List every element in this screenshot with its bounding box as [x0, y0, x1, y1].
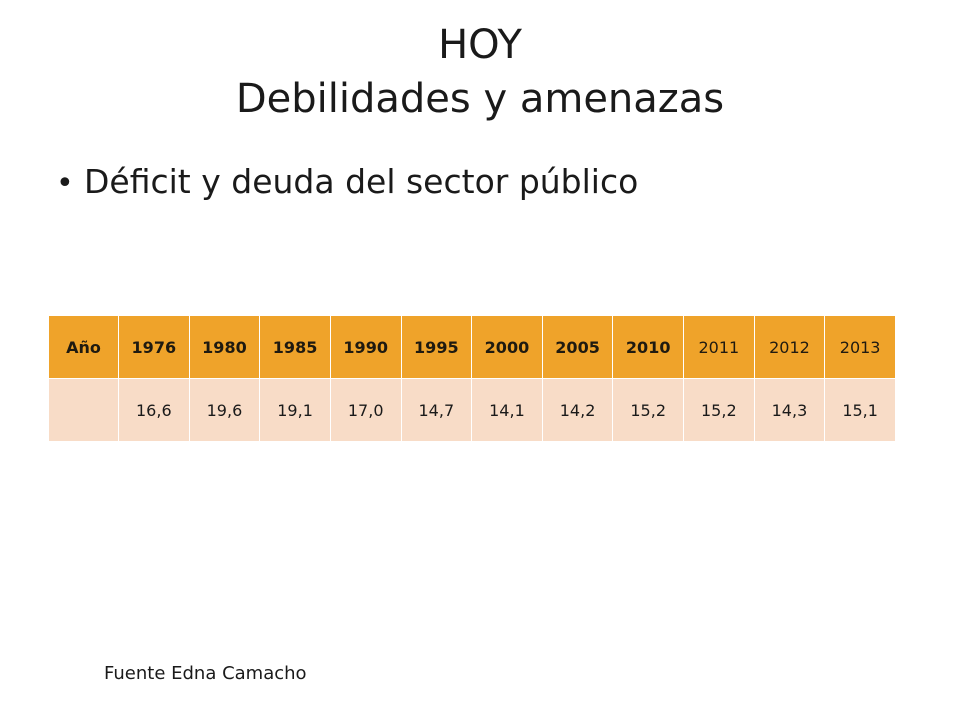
title-line-2: Debilidades y amenazas — [235, 76, 725, 122]
value-cell: 16,6 — [118, 378, 190, 442]
value-cell: 15,2 — [612, 378, 684, 442]
header-cell: 2011 — [683, 315, 755, 379]
value-cell: 19,6 — [188, 378, 261, 442]
value-cell — [48, 378, 119, 442]
header-cell: 2005 — [541, 315, 614, 379]
header-cell: 1995 — [400, 315, 473, 379]
source-note: Fuente Edna Camacho — [104, 663, 307, 684]
bullet-text: Déficit y deuda del sector público — [84, 162, 639, 201]
bullet-dot-icon: • — [56, 166, 74, 201]
slide-title: HOY Debilidades y amenazas — [0, 18, 960, 126]
header-cell: 2010 — [612, 315, 684, 379]
value-cell: 14,2 — [541, 378, 614, 442]
value-cell: 15,2 — [683, 378, 755, 442]
header-cell: 1976 — [118, 315, 190, 379]
header-cell: 1985 — [259, 315, 331, 379]
value-cell: 15,1 — [824, 378, 896, 442]
value-cell: 17,0 — [329, 378, 402, 442]
header-cell: 2013 — [824, 315, 896, 379]
table-row: 16,6 19,6 19,1 17,0 14,7 14,1 14,2 15,2 … — [48, 378, 896, 442]
bullet-item: • Déficit y deuda del sector público — [56, 156, 638, 210]
header-cell: 2012 — [753, 315, 826, 379]
header-cell: Año — [48, 315, 119, 379]
value-cell: 19,1 — [259, 378, 331, 442]
header-cell: 1990 — [329, 315, 402, 379]
value-cell: 14,3 — [753, 378, 826, 442]
value-cell: 14,1 — [471, 378, 543, 442]
table-header-row: Año 1976 1980 1985 1990 1995 2000 2005 2… — [48, 315, 896, 379]
header-cell: 1980 — [188, 315, 261, 379]
value-cell: 14,7 — [400, 378, 473, 442]
data-table: Año 1976 1980 1985 1990 1995 2000 2005 2… — [48, 315, 896, 442]
title-line-1: HOY — [438, 22, 522, 68]
header-cell: 2000 — [471, 315, 543, 379]
